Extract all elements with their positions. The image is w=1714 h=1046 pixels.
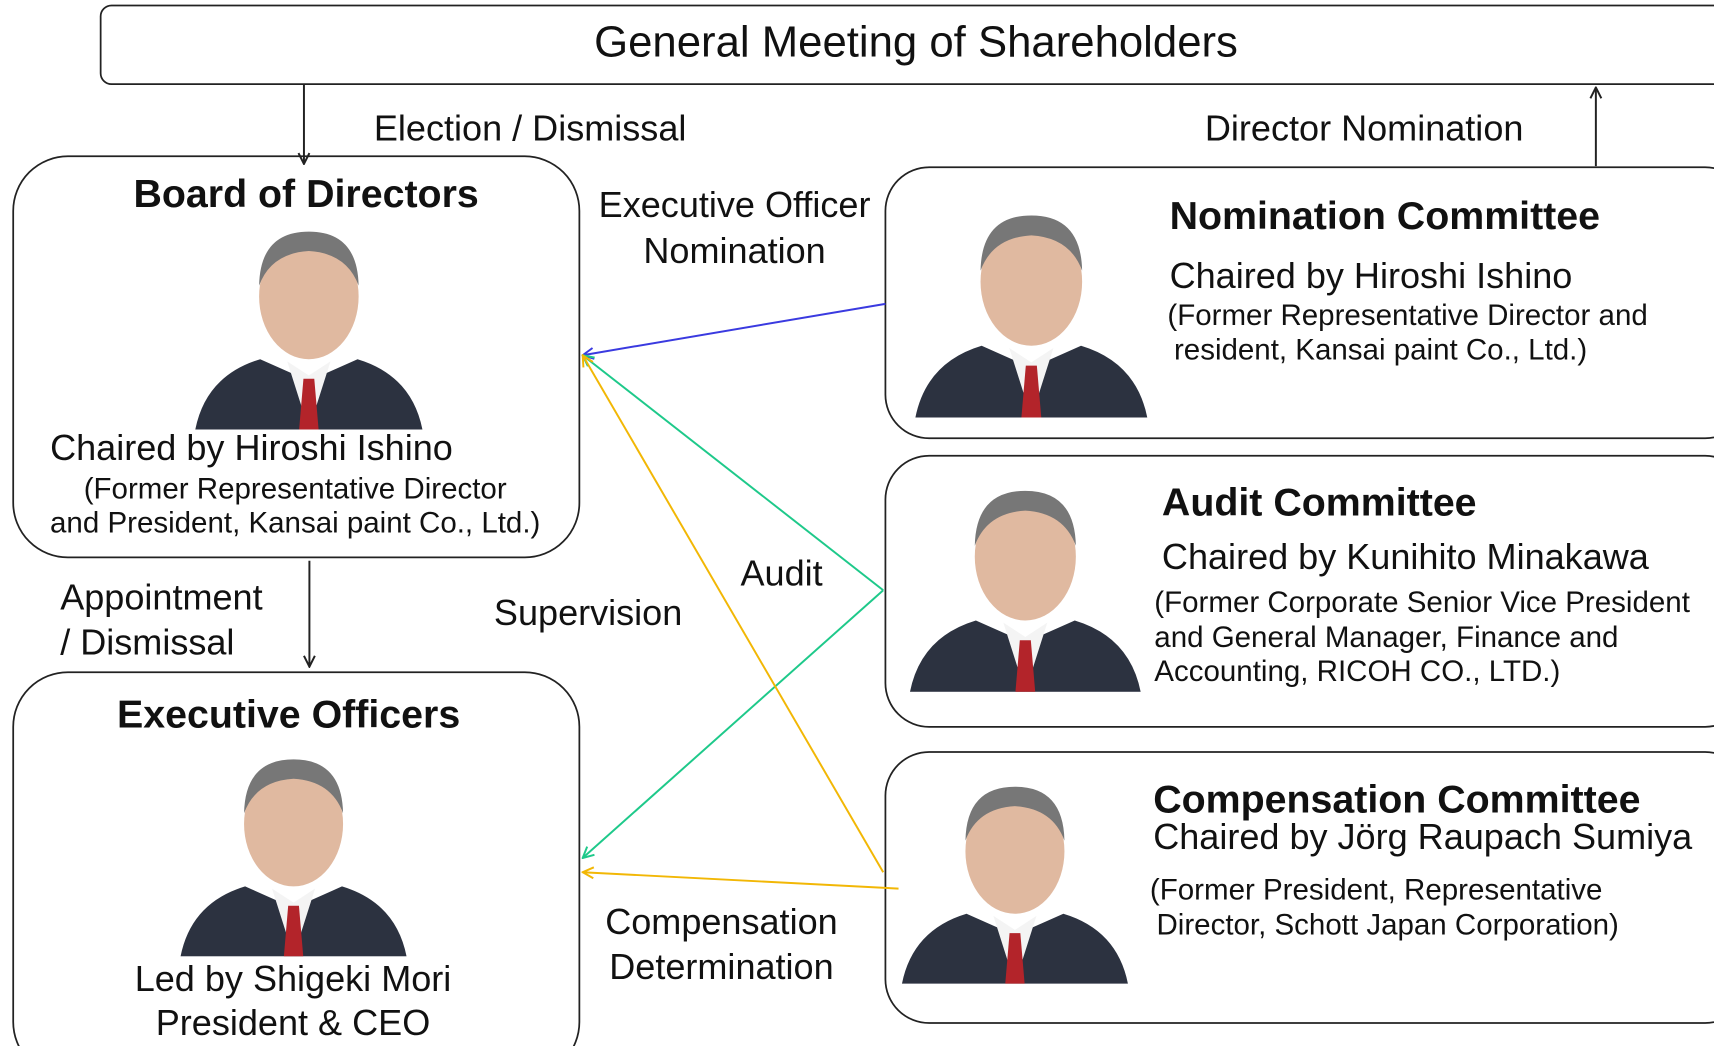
node-chair: Chaired by Kunihito Minakawa [1162,536,1650,577]
node-note: resident, Kansai paint Co., Ltd.) [1174,334,1587,367]
node-note: Accounting, RICOH CO., LTD.) [1154,655,1560,688]
node-note: (Former Corporate Senior Vice President [1154,586,1690,619]
node-chair: Chaired by Jörg Raupach Sumiya [1153,816,1693,857]
node-note: and President, Kansai paint Co., Ltd.) [50,506,540,539]
node-chair: Chaired by Hiroshi Ishino [1170,255,1573,296]
edge-label: / Dismissal [60,621,234,662]
edge-label: Determination [609,946,833,987]
edge-label: Audit [740,553,822,594]
node-chair: Chaired by Hiroshi Ishino [50,427,453,468]
node-title: Executive Officers [117,692,460,736]
edge-label: Election / Dismissal [374,108,686,149]
edge-label: Supervision [494,592,682,633]
node-chair: President & CEO [156,1002,430,1043]
arrow [583,304,886,355]
arrow [583,355,884,590]
edge-label: Executive Officer [599,184,871,225]
shareholders-title: General Meeting of Shareholders [594,17,1238,66]
node-chair: Led by Shigeki Mori [135,958,452,999]
edge-label: Director Nomination [1205,108,1524,149]
node-note: (Former Representative Director [84,473,507,506]
arrow [583,872,899,888]
node-note: (Former Representative Director and [1167,299,1647,332]
edge-label: Compensation [605,901,837,942]
page: {"header": {"title": "General Meeting of… [0,0,1714,1046]
node-title: Nomination Committee [1170,194,1600,238]
node-title: Board of Directors [133,172,478,216]
node-note: and General Manager, Finance and [1154,621,1618,654]
edge-label: Nomination [643,230,825,271]
node-title: Audit Committee [1162,480,1477,524]
node-note: (Former President, Representative [1150,874,1603,907]
diagram: General Meeting of Shareholders Election… [0,0,1714,1046]
node-note: Director, Schott Japan Corporation) [1156,909,1618,942]
edge-label: Appointment [60,577,262,618]
